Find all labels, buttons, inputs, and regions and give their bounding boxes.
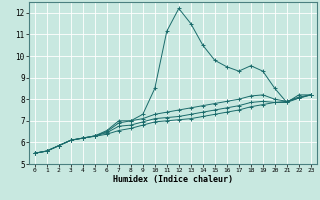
X-axis label: Humidex (Indice chaleur): Humidex (Indice chaleur) bbox=[113, 175, 233, 184]
